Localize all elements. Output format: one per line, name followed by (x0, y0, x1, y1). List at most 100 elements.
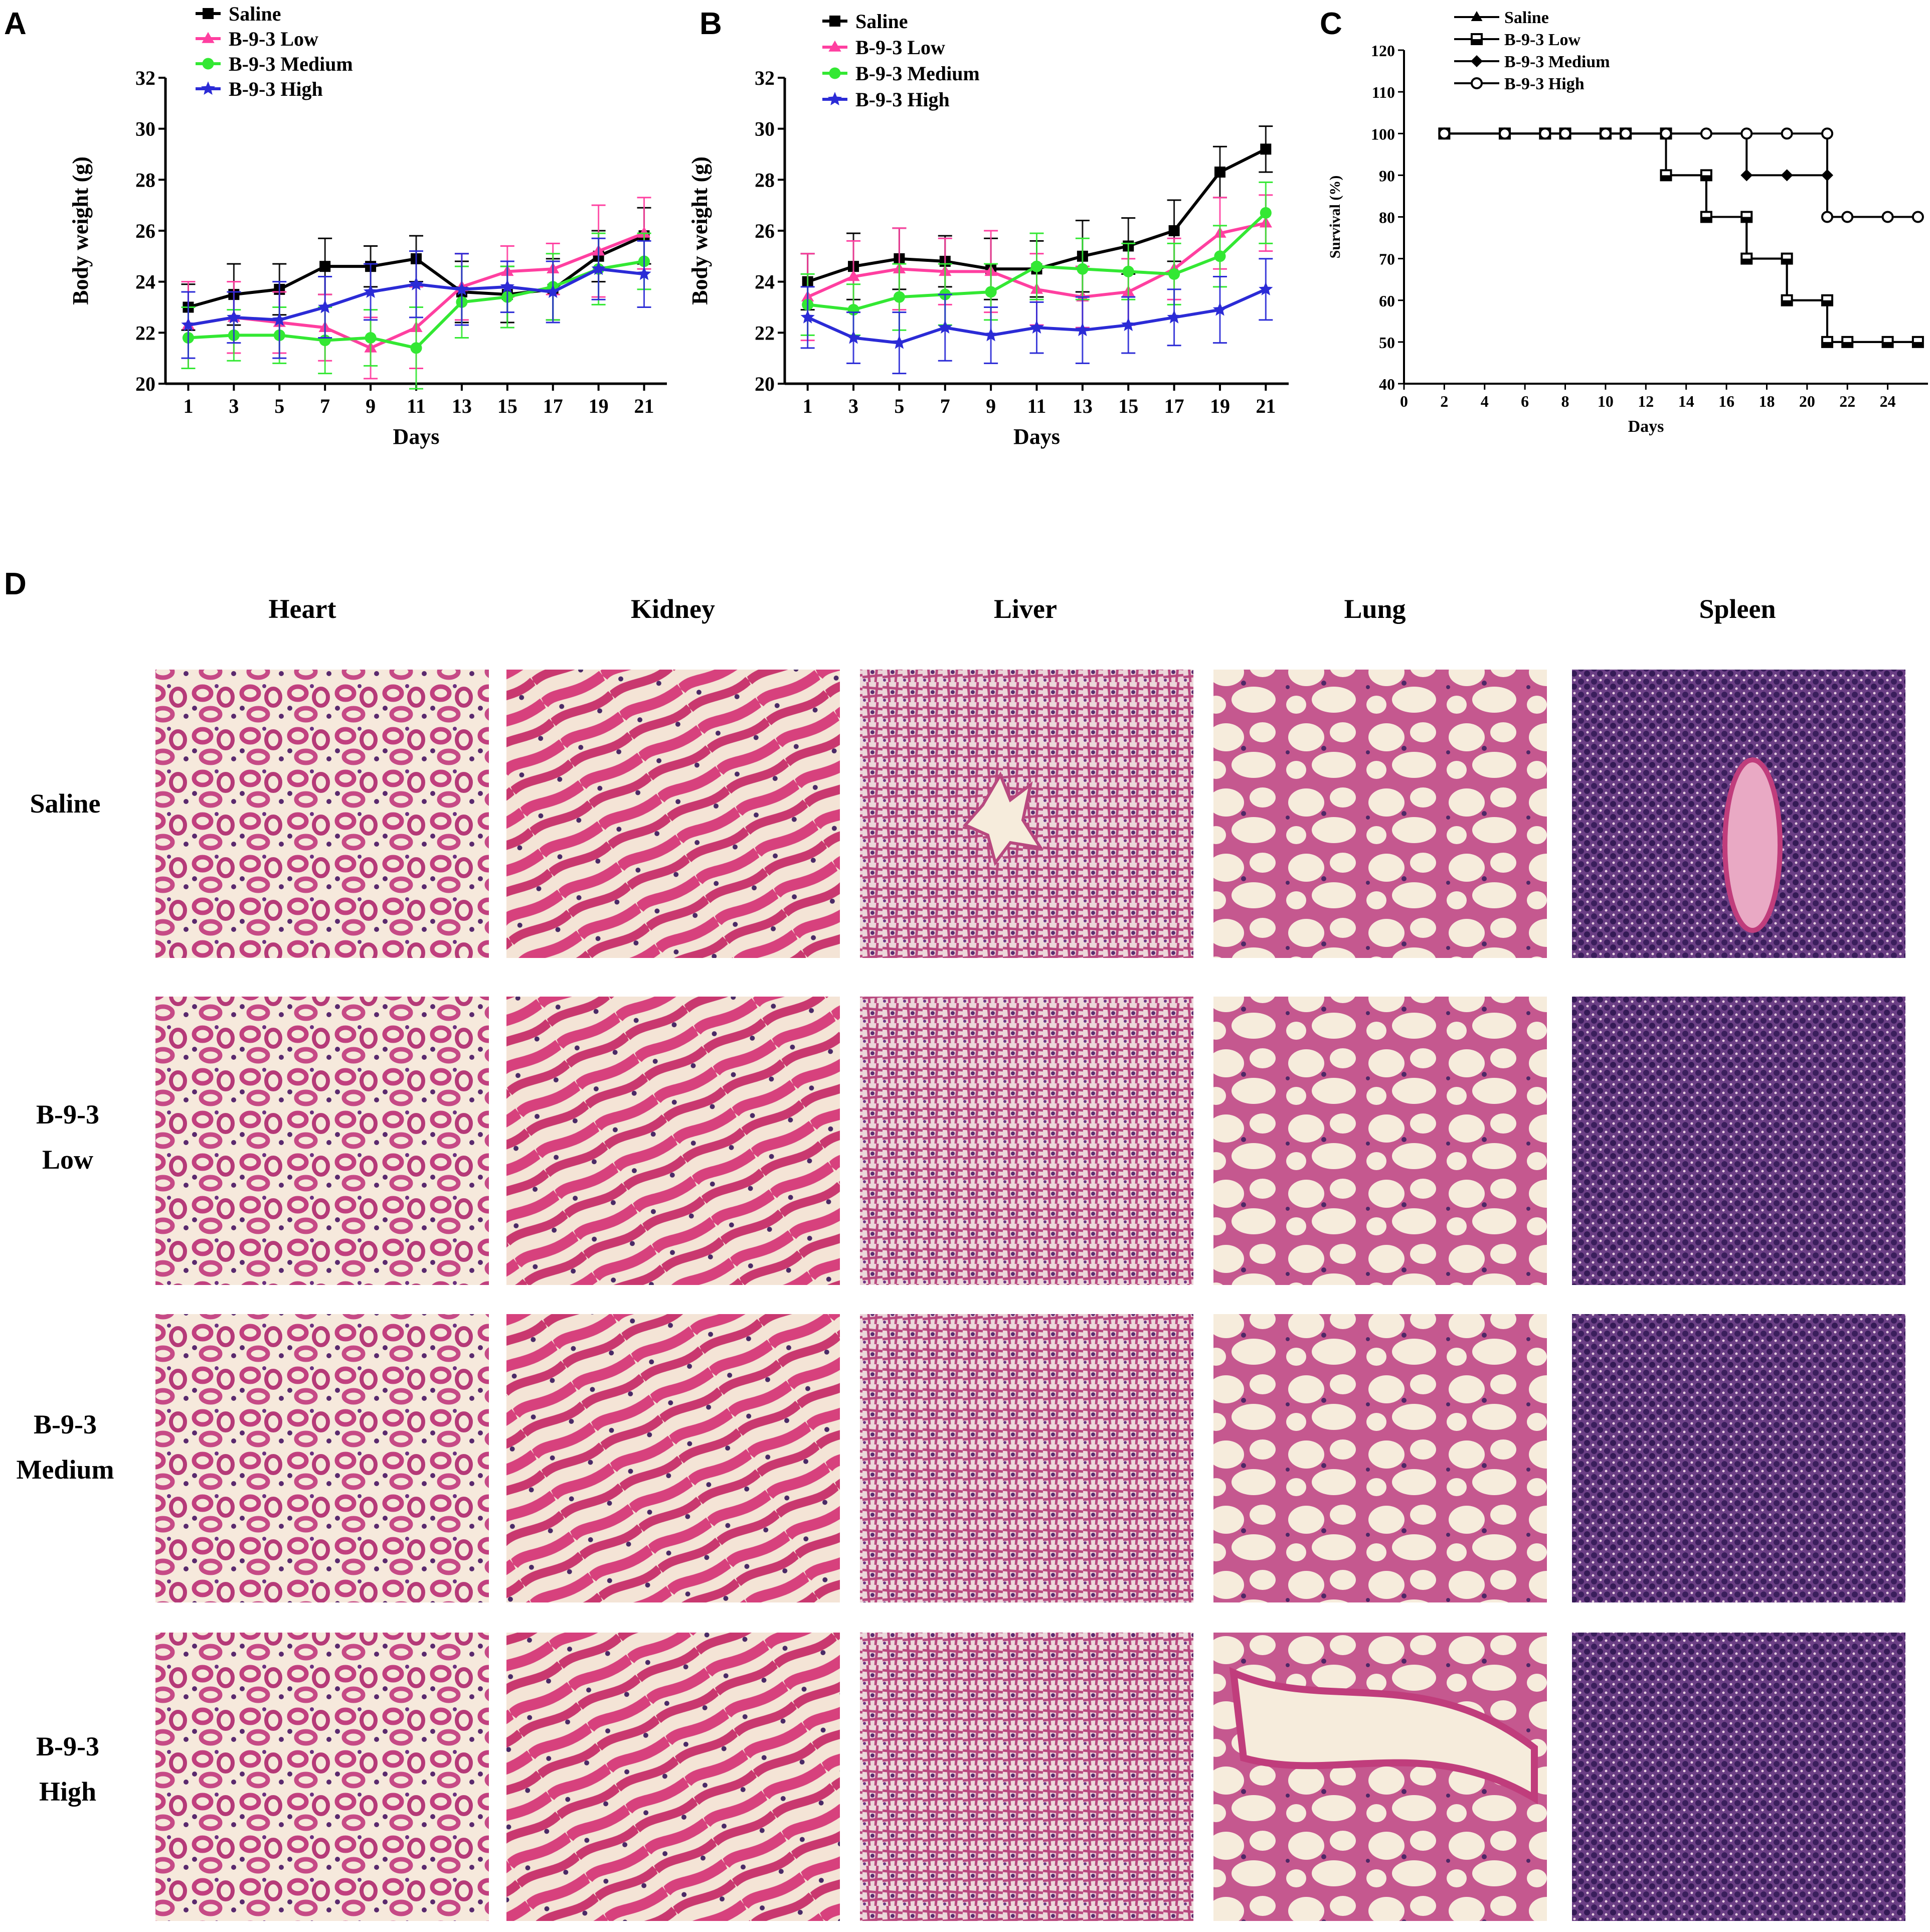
y-tick-label-a-26: 26 (135, 220, 155, 242)
point-b-b-9-3-medium-19 (1214, 250, 1226, 262)
legend-marker-a-b-9-3-medium (202, 58, 214, 70)
series-a-b-9-3-high (181, 237, 651, 359)
x-tick-label-a-11: 11 (407, 395, 426, 417)
point-c-b-9-3-high-2-100 (1438, 127, 1451, 140)
point-c-b-9-3-high-22-80 (1841, 211, 1854, 223)
point-c-b-9-3-high-24-80 (1881, 211, 1894, 223)
legend-marker-a-b-9-3-high (201, 81, 216, 95)
point-c-b-9-3-low-22-50 (1841, 336, 1854, 348)
point-c-b-9-3-low-15-80 (1700, 211, 1712, 223)
point-b-b-9-3-medium-9 (985, 286, 997, 298)
x-tick-label-c-4: 4 (1481, 392, 1489, 410)
y-tick-label-c-100: 100 (1371, 125, 1395, 143)
point-c-b-9-3-high-13-100 (1660, 127, 1672, 140)
y-tick-label-b-20: 20 (755, 373, 775, 395)
panel-label-c: C (1320, 7, 1342, 41)
micrograph-b-9-3-medium-liver (860, 1314, 1193, 1602)
point-a-b-9-3-high-19 (591, 261, 606, 275)
row-label-medium-line1: B-9-3 (34, 1409, 97, 1439)
micrograph-saline-lung (1213, 670, 1547, 958)
x-tick-label-a-13: 13 (452, 395, 472, 417)
x-tick-label-b-17: 17 (1164, 395, 1184, 417)
micrograph-saline-heart (155, 670, 489, 958)
x-tick-label-b-9: 9 (986, 395, 996, 417)
point-a-b-9-3-medium-9 (365, 332, 377, 344)
x-tick-label-a-15: 15 (497, 395, 517, 417)
x-tick-label-a-19: 19 (589, 395, 609, 417)
legend-marker-b-b-9-3-low (828, 40, 841, 52)
point-b-b-9-3-high-15 (1121, 317, 1136, 332)
y-tick-label-b-22: 22 (755, 321, 775, 344)
legend-label-b-b-9-3-low: B-9-3 Low (855, 36, 945, 59)
x-tick-label-c-12: 12 (1638, 392, 1654, 410)
point-c-b-9-3-high-19-100 (1781, 127, 1793, 140)
y-tick-label-c-60: 60 (1379, 292, 1395, 310)
point-a-b-9-3-high-9 (363, 284, 378, 298)
legend-label-c-saline: Saline (1504, 9, 1549, 27)
point-b-b-9-3-high-5 (892, 335, 907, 349)
point-a-b-9-3-medium-11 (410, 342, 422, 354)
micrograph-b-9-3-low-liver (860, 997, 1193, 1285)
legend-label-c-b-9-3-high: B-9-3 High (1504, 75, 1585, 93)
micrograph-b-9-3-high-spleen (1572, 1633, 1905, 1921)
x-axis-title-b: Days (1013, 424, 1060, 449)
x-tick-label-a-7: 7 (320, 395, 330, 417)
point-c-b-9-3-low-19-70 (1781, 252, 1793, 265)
series-c-b-9-3-low (1438, 127, 1924, 348)
y-tick-label-c-40: 40 (1379, 375, 1395, 393)
point-a-b-9-3-high-21 (637, 266, 651, 280)
column-label-liver: Liver (994, 594, 1057, 624)
series-c-b-9-3-high (1438, 127, 1924, 223)
legend-label-b-b-9-3-high: B-9-3 High (855, 88, 950, 111)
micrograph-b-9-3-medium-lung (1213, 1314, 1547, 1602)
point-a-b-9-3-high-3 (227, 309, 241, 324)
point-a-saline-7 (319, 261, 331, 272)
x-tick-label-c-18: 18 (1759, 392, 1775, 410)
y-tick-label-a-20: 20 (135, 373, 155, 395)
y-tick-label-c-90: 90 (1379, 167, 1395, 185)
micrograph-saline-kidney (506, 670, 840, 958)
series-c-saline (1438, 127, 1924, 346)
point-c-b-9-3-low-21-50 (1821, 336, 1834, 348)
point-a-b-9-3-high-11 (409, 276, 424, 290)
legend-marker-c-b-9-3-medium (1471, 55, 1483, 67)
micrograph-saline-liver (860, 670, 1193, 958)
x-tick-label-c-24: 24 (1880, 392, 1896, 410)
point-b-b-9-3-medium-15 (1122, 265, 1134, 277)
y-tick-label-b-30: 30 (755, 118, 775, 140)
point-b-b-9-3-high-17 (1167, 309, 1181, 324)
y-tick-label-a-24: 24 (135, 271, 155, 293)
point-b-b-9-3-high-9 (984, 328, 998, 342)
x-tick-label-a-17: 17 (543, 395, 563, 417)
point-c-b-9-3-low-19-60 (1781, 294, 1793, 306)
x-tick-label-b-5: 5 (894, 395, 904, 417)
point-c-b-9-3-high-25.5-80 (1911, 211, 1924, 223)
column-label-spleen: Spleen (1699, 594, 1776, 624)
y-tick-label-c-120: 120 (1371, 42, 1395, 60)
point-a-b-9-3-high-5 (272, 312, 287, 326)
legend-marker-c-b-9-3-high (1471, 77, 1483, 89)
legend-label-a-b-9-3-medium: B-9-3 Medium (229, 53, 353, 75)
y-tick-label-a-28: 28 (135, 169, 155, 191)
x-tick-label-c-16: 16 (1718, 392, 1734, 410)
legend-marker-c-saline (1471, 11, 1483, 21)
legend-label-c-b-9-3-medium: B-9-3 Medium (1504, 53, 1610, 71)
x-tick-label-c-0: 0 (1400, 392, 1408, 410)
micrograph-b-9-3-medium-spleen (1572, 1314, 1905, 1602)
legend-marker-c-b-9-3-low (1471, 33, 1483, 45)
column-label-lung: Lung (1344, 594, 1406, 624)
x-tick-label-c-6: 6 (1521, 392, 1529, 410)
x-tick-label-c-10: 10 (1598, 392, 1614, 410)
histology-grid: Heart Kidney Liver Lung Spleen Saline B-… (17, 594, 1905, 1921)
x-tick-label-b-21: 21 (1256, 395, 1276, 417)
line-c-b-9-3-low (1444, 132, 1918, 343)
point-c-b-9-3-medium-17-90 (1740, 169, 1753, 182)
legend-label-a-b-9-3-low: B-9-3 Low (229, 28, 318, 50)
point-b-b-9-3-medium-11 (1030, 260, 1043, 272)
series-b-b-9-3-high (800, 258, 1273, 375)
point-b-b-9-3-high-3 (846, 330, 861, 344)
point-a-b-9-3-high-7 (318, 299, 332, 313)
micrograph-b-9-3-low-kidney (506, 997, 840, 1285)
